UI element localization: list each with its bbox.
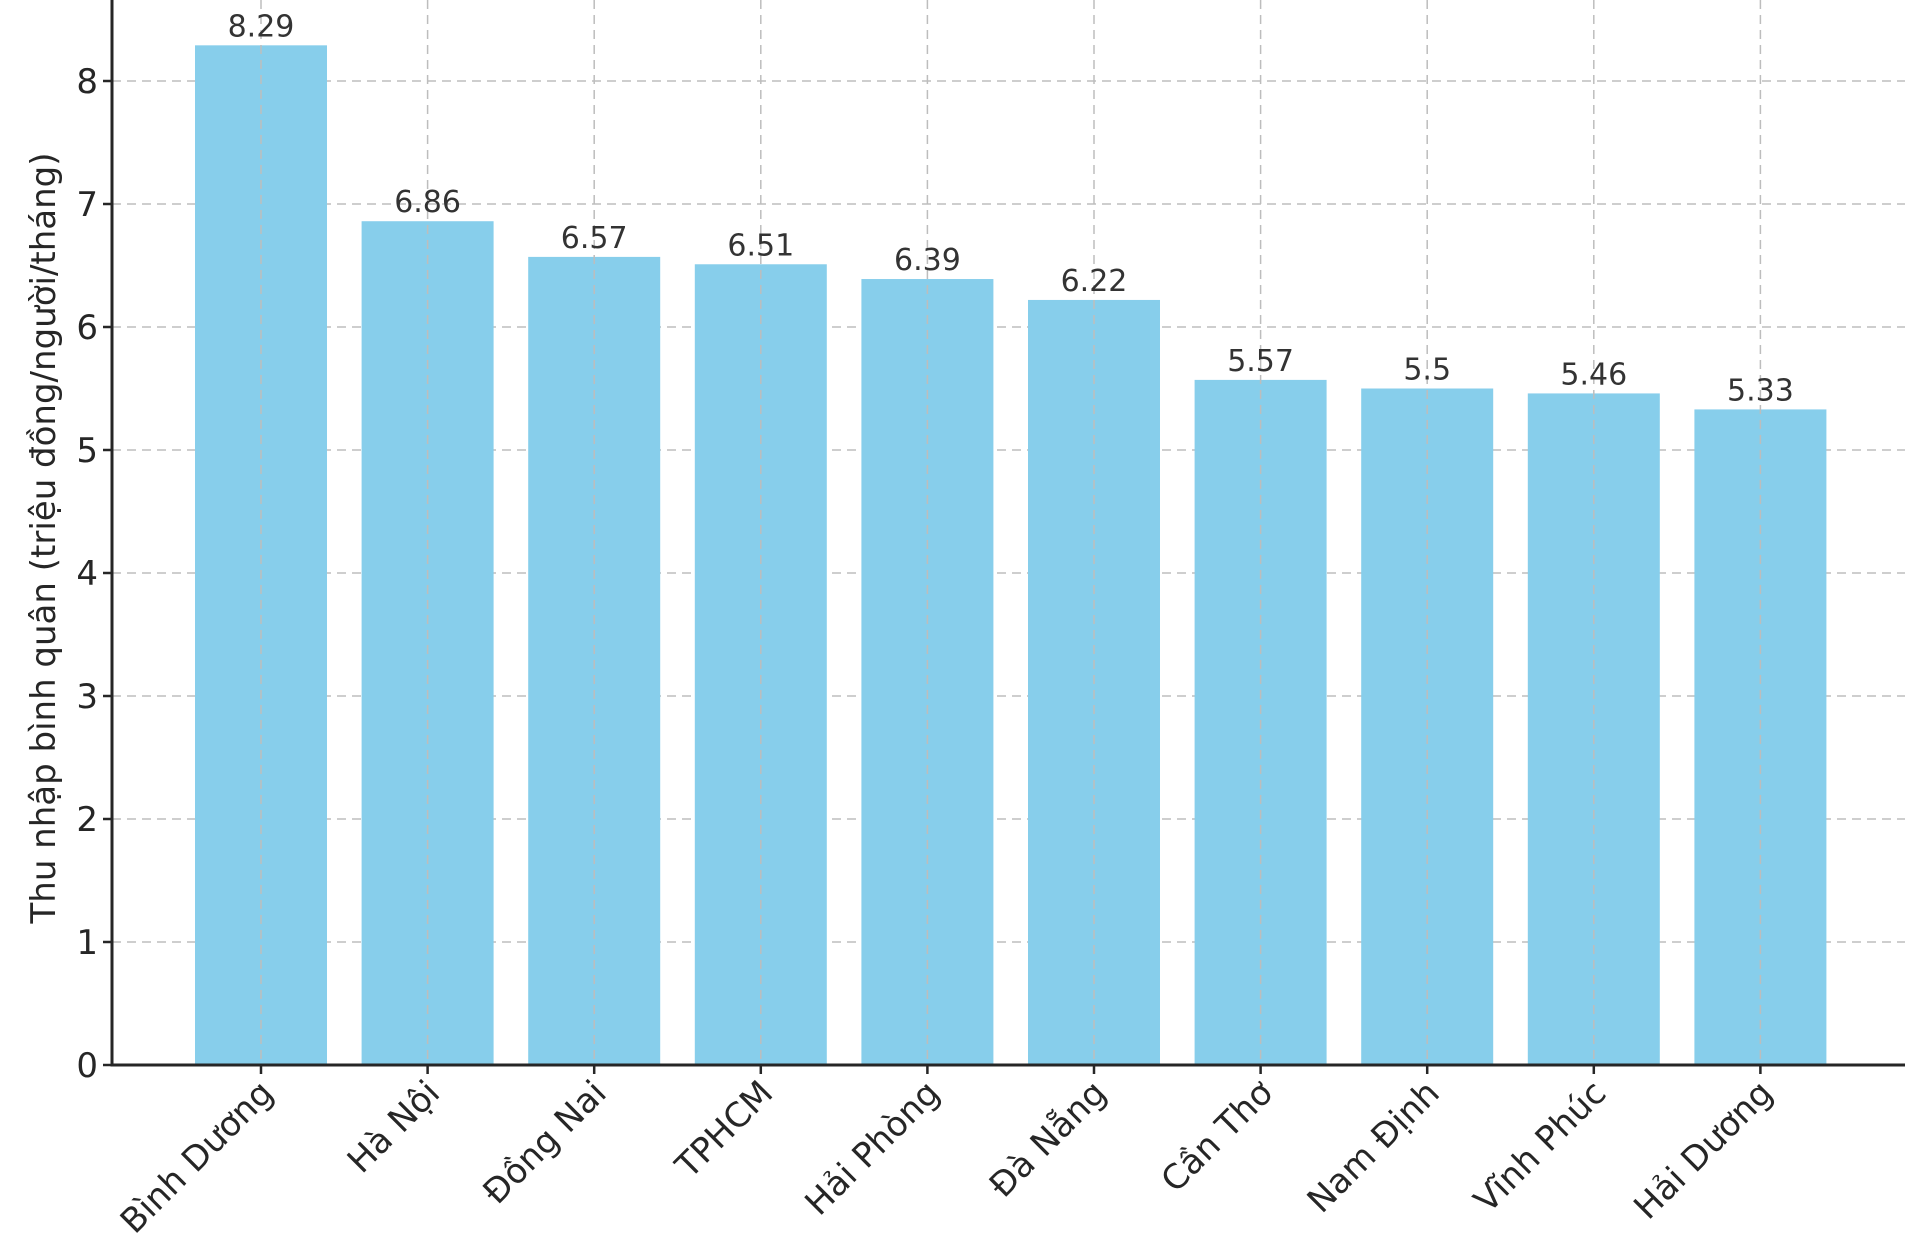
- y-tick-label: 2: [76, 800, 98, 840]
- x-tick-label: Hà Nội: [340, 1073, 448, 1181]
- x-ticks: Bình Dương Hà Nội Đồng Nai TPHCM Hải Phòng Đà…: [113, 1065, 1781, 1242]
- y-tick-label: 1: [76, 923, 98, 963]
- x-tick-label: Cần Thơ: [1154, 1073, 1281, 1200]
- x-tick-label: Đồng Nai: [475, 1073, 614, 1212]
- data-labels: 8.29 6.86 6.57 6.51 6.39 6.22 5.57 5.5 5.46 5.33: [228, 9, 1794, 408]
- x-tick-label: Bình Dương: [113, 1073, 282, 1242]
- bar-value-label: 6.22: [1061, 264, 1128, 299]
- y-axis-title: Thu nhập bình quân (triệu đồng/người/thá…: [24, 152, 64, 924]
- bar-value-label: 6.86: [394, 185, 461, 220]
- bar-value-label: 8.29: [228, 9, 295, 44]
- x-tick-label: Nam Định: [1300, 1073, 1448, 1221]
- x-tick-label: Hải Phòng: [797, 1073, 947, 1223]
- x-tick-label: Hải Dương: [1626, 1073, 1780, 1227]
- bar-value-label: 5.5: [1403, 353, 1451, 388]
- y-tick-label: 8: [76, 62, 98, 102]
- bar-value-label: 5.46: [1560, 357, 1627, 392]
- y-tick-label: 5: [76, 431, 98, 471]
- bar-value-label: 6.51: [727, 228, 794, 263]
- axes: [110, 0, 1905, 1067]
- bar-value-label: 6.57: [561, 221, 628, 256]
- x-tick-label: Vĩnh Phúc: [1466, 1073, 1614, 1221]
- y-tick-label: 3: [76, 677, 98, 717]
- bar-value-label: 5.33: [1727, 373, 1794, 408]
- bar-value-label: 5.57: [1227, 344, 1294, 379]
- x-tick-label: Đà Nẵng: [982, 1073, 1115, 1206]
- x-tick-label: TPHCM: [667, 1073, 781, 1187]
- bar-value-label: 6.39: [894, 243, 961, 278]
- y-tick-label: 4: [76, 554, 98, 594]
- y-tick-label: 6: [76, 308, 98, 348]
- y-tick-label: 0: [76, 1046, 98, 1086]
- y-ticks: 0 1 2 3 4 5 6 7 8: [76, 62, 112, 1086]
- y-tick-label: 7: [76, 185, 98, 225]
- x-grid: [260, 0, 1762, 1065]
